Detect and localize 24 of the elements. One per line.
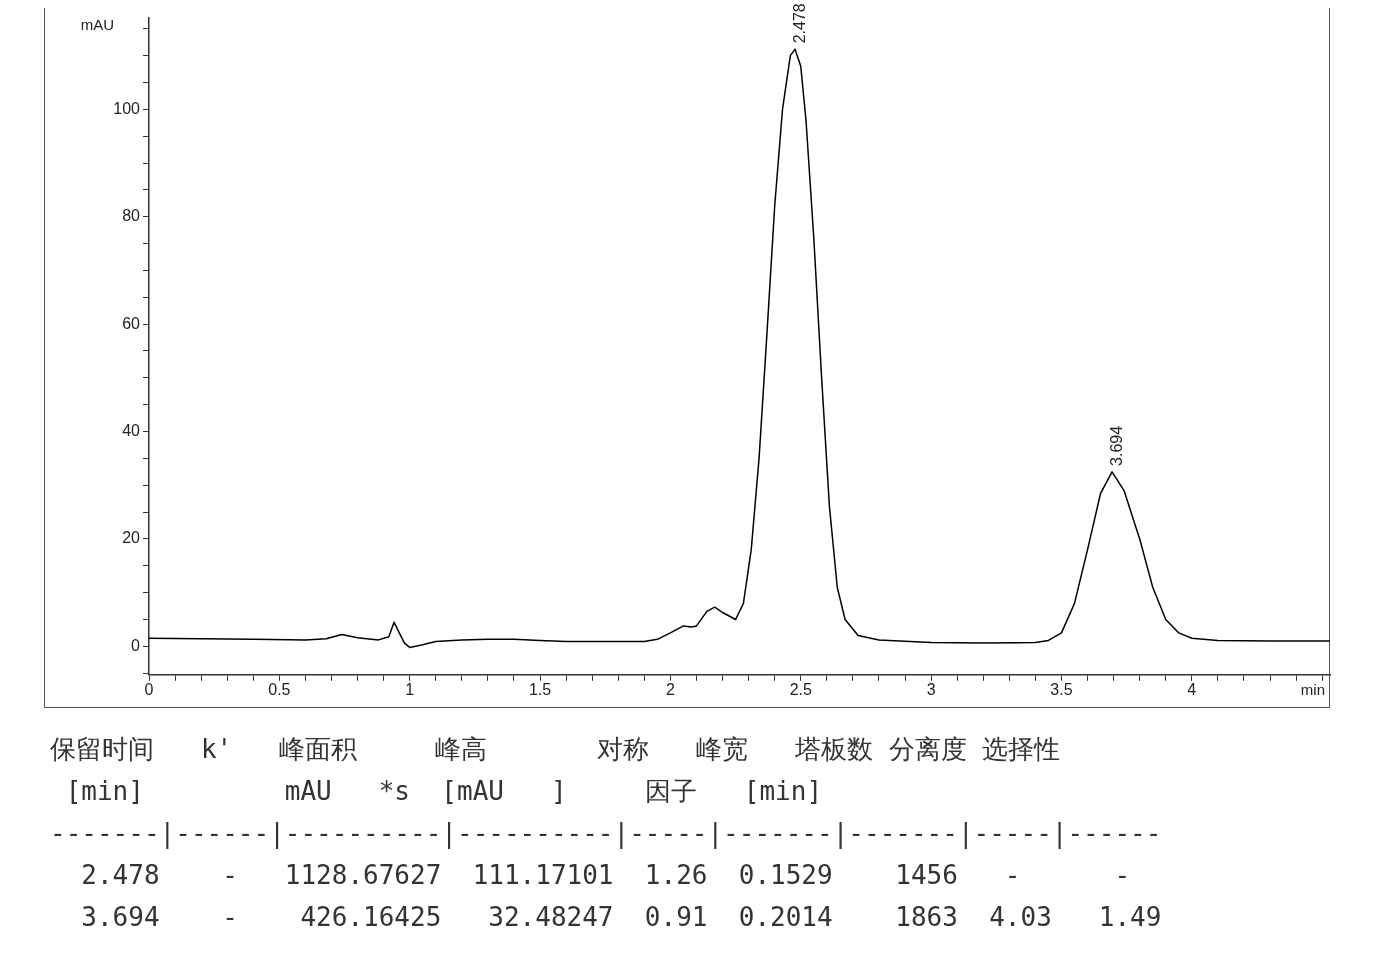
text: [min] mAU *s [mAU ] 因子 [min] <box>65 776 823 806</box>
y-tick-label: 80 <box>122 207 141 225</box>
y-tick-label: 60 <box>122 314 141 332</box>
y-axis-title: mAU <box>80 16 114 34</box>
x-tick-label: 0 <box>144 680 154 698</box>
x-tick-label: 4 <box>1187 680 1197 698</box>
x-axis-title: min <box>1300 681 1325 699</box>
x-tick-label: 1 <box>405 680 415 698</box>
text: 2.478 - 1128.67627 111.17101 1.26 0.1529 1456 - - <box>81 860 1131 890</box>
text: -------|------|----------|----------|-----|-------|-------|-----|------ <box>50 818 1162 848</box>
x-tick-label: 1.5 <box>528 680 552 698</box>
x-tick-label: 3 <box>926 680 936 698</box>
y-tick-label: 0 <box>131 636 141 654</box>
y-tick-label: 100 <box>113 99 141 117</box>
text: 保留时间 k' 峰面积 峰高 对称 峰宽 塔板数 分离度 选择性 <box>50 734 1061 764</box>
x-tick-label: 0.5 <box>268 680 291 698</box>
y-tick-label: 20 <box>122 529 141 547</box>
annotation: 3.694 <box>1108 425 1126 466</box>
annotation: 2.478 <box>791 3 809 44</box>
text: 3.694 - 426.16425 32.48247 0.91 0.2014 1863 4.03 1.49 <box>81 902 1162 932</box>
y-tick-label: 40 <box>122 421 141 439</box>
x-tick-label: 2 <box>665 680 675 698</box>
x-tick-label: 3.5 <box>1050 680 1073 698</box>
x-tick-label: 2.5 <box>789 680 812 698</box>
